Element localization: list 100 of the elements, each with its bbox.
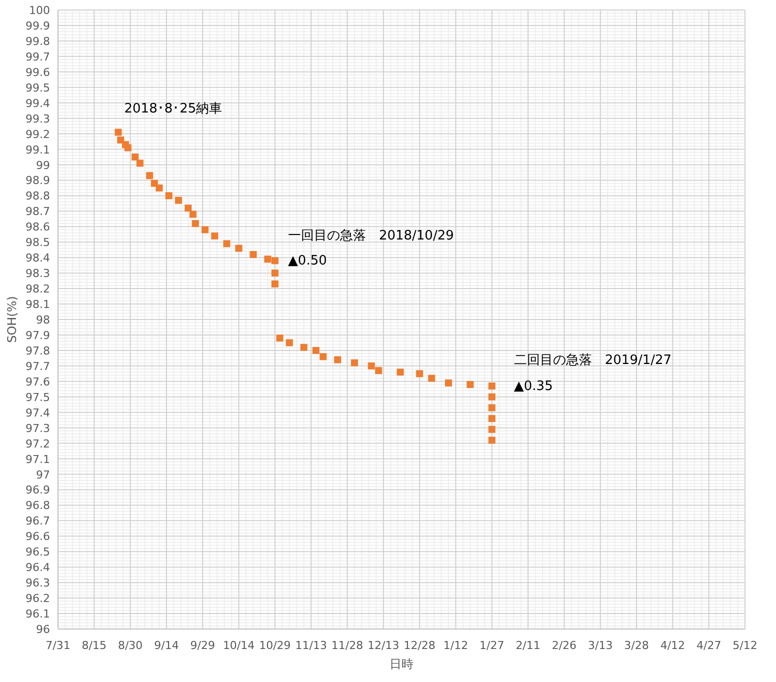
point <box>368 362 375 370</box>
y-tick-label: 96.3 <box>26 576 50 590</box>
y-tick-label: 98.9 <box>26 174 50 188</box>
y-tick-label: 99.1 <box>26 143 50 156</box>
x-tick-label: 10/14 <box>222 639 255 652</box>
point <box>320 353 327 360</box>
x-tick-label: 4/12 <box>660 639 686 652</box>
point <box>189 210 196 218</box>
point <box>124 144 132 152</box>
y-tick-label: 99.2 <box>26 128 50 141</box>
y-tick-label: 98.8 <box>26 190 50 203</box>
point <box>488 415 496 422</box>
annotation: 一回目の急落 2018/10/29 <box>288 228 454 244</box>
point <box>428 374 436 382</box>
x-tick-label: 9/14 <box>154 639 179 652</box>
point <box>375 367 382 374</box>
point <box>146 172 154 180</box>
point <box>264 256 272 263</box>
x-tick-label: 11/13 <box>295 639 327 652</box>
y-tick-label: 96.5 <box>26 546 50 559</box>
y-tick-label: 97.9 <box>26 328 50 342</box>
y-tick-label: 97.1 <box>26 452 50 466</box>
y-tick-label: 97.5 <box>26 390 50 404</box>
point <box>165 192 172 200</box>
y-tick-label: 96 <box>36 623 50 636</box>
y-tick-label: 98.5 <box>26 236 50 250</box>
x-tick-label: 10/29 <box>259 639 291 652</box>
y-axis-title: SOH(%) <box>5 296 19 343</box>
point <box>488 382 496 390</box>
point <box>276 334 284 342</box>
y-tick-label: 97.6 <box>26 375 50 388</box>
y-tick-label: 96.1 <box>26 608 50 621</box>
x-tick-label: 7/31 <box>46 639 70 652</box>
y-tick-label: 98 <box>36 314 50 326</box>
point <box>223 240 230 248</box>
x-tick-label: 3/13 <box>588 639 613 652</box>
y-tick-label: 99.5 <box>26 81 50 94</box>
y-tick-label: 97.4 <box>26 406 50 420</box>
point <box>235 244 242 252</box>
y-tick-label: 98.2 <box>26 282 50 296</box>
x-tick-label: 2/26 <box>552 639 577 652</box>
point <box>136 160 144 167</box>
y-tick-label: 99.9 <box>26 19 50 32</box>
point <box>312 346 320 354</box>
point <box>396 368 404 376</box>
annotation: ▲0.50 <box>288 254 327 269</box>
x-tick-label: 1/12 <box>443 639 468 652</box>
x-axis-title: 日時 <box>390 657 414 671</box>
x-tick-label: 12/13 <box>368 639 400 652</box>
x-tick-label: 8/30 <box>118 639 143 652</box>
y-tick-label: 96.4 <box>26 561 50 574</box>
point <box>192 220 199 228</box>
y-tick-label: 97.2 <box>26 437 50 450</box>
annotation: 二回目の急落 2019/1/27 <box>514 353 672 368</box>
point <box>300 344 308 351</box>
y-tick-label: 98.7 <box>26 205 50 218</box>
y-tick-label: 98.3 <box>26 267 50 280</box>
point <box>132 154 139 161</box>
point <box>488 426 496 433</box>
point <box>334 356 342 364</box>
point <box>271 280 278 288</box>
y-tick-label: 99.3 <box>26 112 50 126</box>
point <box>271 270 278 277</box>
y-tick-label: 97.7 <box>26 360 50 373</box>
y-tick-label: 100 <box>29 4 50 17</box>
annotation: ▲0.35 <box>514 379 553 394</box>
y-tick-label: 97 <box>36 468 50 482</box>
point <box>250 251 257 258</box>
point <box>175 196 182 204</box>
y-tick-label: 96.7 <box>26 514 50 528</box>
point <box>286 339 293 346</box>
point <box>488 393 496 400</box>
point <box>445 379 452 386</box>
y-tick-label: 97.3 <box>26 422 50 435</box>
x-tick-label: 4/27 <box>696 639 722 652</box>
x-tick-label: 3/28 <box>624 639 649 652</box>
point <box>466 380 474 388</box>
x-tick-label: 5/12 <box>732 639 758 652</box>
y-tick-label: 99.8 <box>26 34 50 48</box>
point <box>114 128 122 136</box>
y-tick-label: 97.8 <box>26 344 50 358</box>
point <box>202 226 209 234</box>
y-tick-label: 98.6 <box>26 220 50 234</box>
y-tick-label: 98.4 <box>26 252 50 265</box>
annotation: 2018･8･25納車 <box>124 101 222 116</box>
point <box>156 184 163 192</box>
point <box>488 404 496 412</box>
y-tick-label: 96.2 <box>26 592 50 606</box>
point <box>350 359 358 366</box>
x-tick-label: 8/15 <box>82 639 107 652</box>
y-tick-label: 98.1 <box>26 298 50 312</box>
x-tick-label: 9/29 <box>190 639 215 652</box>
y-tick-label: 99.6 <box>26 66 50 79</box>
x-tick-label: 11/28 <box>331 639 364 652</box>
x-tick-label: 12/28 <box>404 639 436 652</box>
x-tick-label: 2/11 <box>516 639 540 652</box>
point <box>211 232 218 240</box>
point <box>416 370 424 378</box>
y-tick-label: 96.6 <box>26 530 50 544</box>
x-tick-label: 1/27 <box>480 639 504 652</box>
